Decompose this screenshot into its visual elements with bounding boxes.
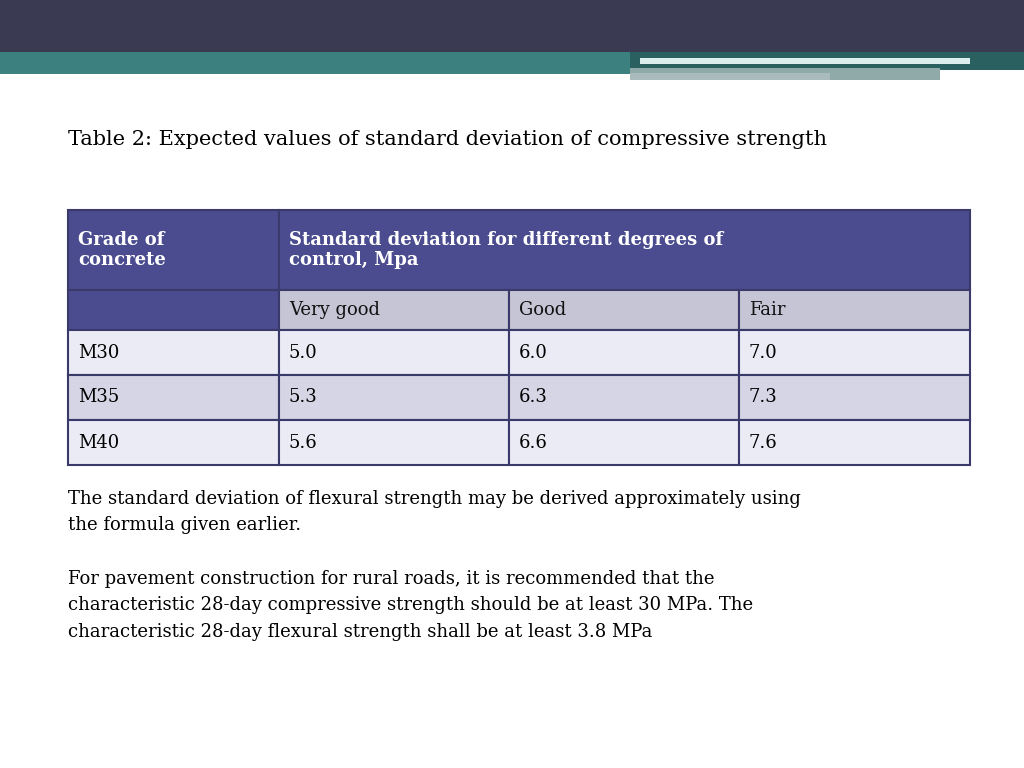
Text: 6.0: 6.0	[519, 343, 548, 362]
Bar	[68, 330, 279, 375]
Bar	[279, 290, 509, 330]
Text: M35: M35	[78, 389, 119, 406]
Text: Standard deviation for different degrees of
control, Mpa: Standard deviation for different degrees…	[289, 230, 723, 270]
Text: Very good: Very good	[289, 301, 380, 319]
Text: 7.0: 7.0	[749, 343, 778, 362]
Text: 7.3: 7.3	[749, 389, 778, 406]
Bar	[0, 52, 650, 74]
Bar	[630, 68, 940, 80]
Bar	[68, 210, 279, 290]
Text: For pavement construction for rural roads, it is recommended that the
characteri: For pavement construction for rural road…	[68, 570, 753, 641]
Bar	[279, 420, 509, 465]
Bar	[279, 375, 509, 420]
Text: M30: M30	[78, 343, 120, 362]
Text: Fair: Fair	[749, 301, 785, 319]
Bar	[739, 420, 970, 465]
Text: 5.3: 5.3	[289, 389, 317, 406]
Text: 6.3: 6.3	[519, 389, 548, 406]
Bar	[630, 73, 830, 80]
Bar	[630, 52, 1024, 70]
Bar	[279, 330, 509, 375]
Bar	[68, 375, 279, 420]
Text: 5.6: 5.6	[289, 433, 317, 452]
Bar	[640, 58, 970, 64]
Text: M40: M40	[78, 433, 119, 452]
Bar	[279, 210, 970, 290]
Bar	[509, 420, 739, 465]
Text: Good: Good	[519, 301, 566, 319]
Bar	[739, 375, 970, 420]
Bar	[0, 0, 1024, 52]
Text: The standard deviation of flexural strength may be derived approximately using
t: The standard deviation of flexural stren…	[68, 490, 801, 535]
Bar	[739, 290, 970, 330]
Text: 6.6: 6.6	[519, 433, 548, 452]
Bar	[739, 330, 970, 375]
Text: 7.6: 7.6	[749, 433, 778, 452]
Text: 5.0: 5.0	[289, 343, 317, 362]
Text: Table 2: Expected values of standard deviation of compressive strength: Table 2: Expected values of standard dev…	[68, 130, 827, 149]
Bar	[68, 420, 279, 465]
Bar	[509, 330, 739, 375]
Bar	[509, 375, 739, 420]
Bar	[68, 290, 279, 330]
Text: Grade of
concrete: Grade of concrete	[78, 230, 166, 270]
Bar	[509, 290, 739, 330]
